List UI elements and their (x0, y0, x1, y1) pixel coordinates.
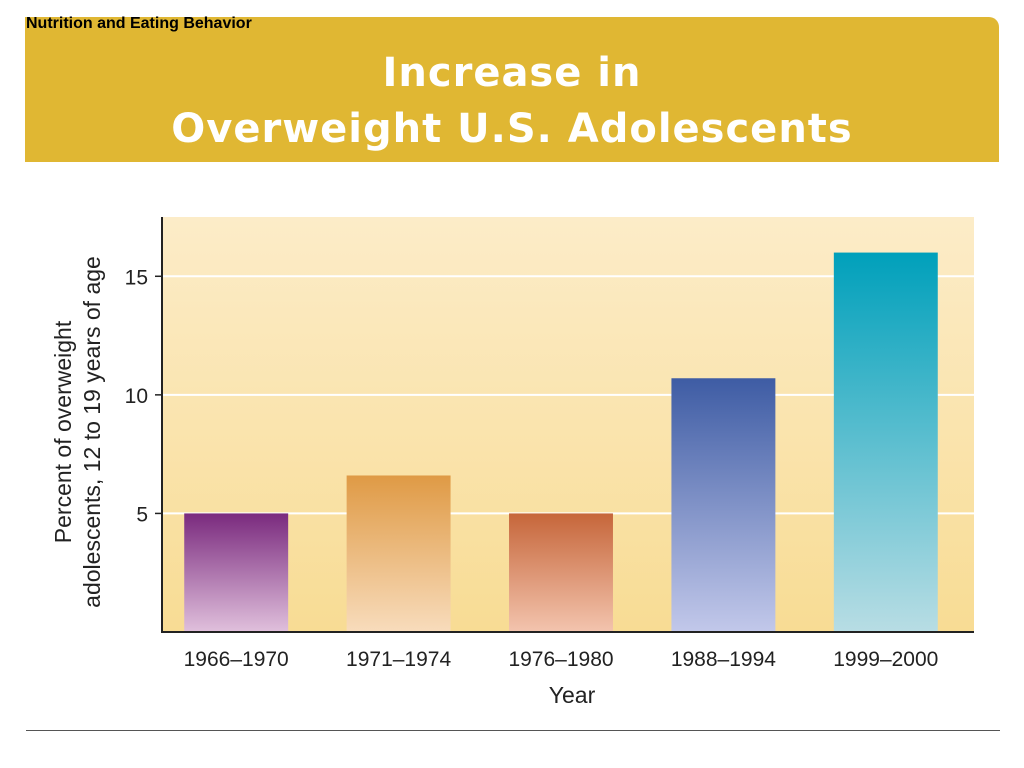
title-line-2: Overweight U.S. Adolescents (171, 106, 853, 152)
x-tick-label: 1976–1980 (508, 648, 613, 671)
bar (833, 252, 938, 633)
bars (184, 252, 938, 633)
title-banner (25, 17, 999, 162)
y-tick-label: 5 (136, 503, 148, 526)
bar (184, 513, 289, 632)
x-tick-label: 1971–1974 (346, 648, 451, 671)
y-tick-labels: 5 10 15 (125, 266, 162, 526)
footer-divider (26, 730, 1000, 731)
x-tick-label: 1966–1970 (184, 648, 289, 671)
bar (671, 378, 776, 632)
y-tick-label: 15 (125, 266, 148, 289)
slide-title: Increase in Overweight U.S. Adolescents (25, 45, 999, 157)
title-line-1: Increase in (382, 50, 642, 96)
x-axis-label: Year (549, 682, 596, 708)
y-axis-label-line-1: Percent of overweight (50, 320, 76, 543)
bar (346, 475, 451, 632)
y-axis-label-line-2: adolescents, 12 to 19 years of age (79, 256, 105, 608)
x-tick-label: 1988–1994 (671, 648, 776, 671)
x-tick-label: 1999–2000 (833, 648, 938, 671)
y-tick-label: 10 (125, 385, 148, 408)
section-label: Nutrition and Eating Behavior (26, 15, 252, 32)
bar (509, 513, 613, 632)
x-tick-labels: 1966–1970 1971–1974 1976–1980 1988–1994 1999… (184, 648, 939, 671)
